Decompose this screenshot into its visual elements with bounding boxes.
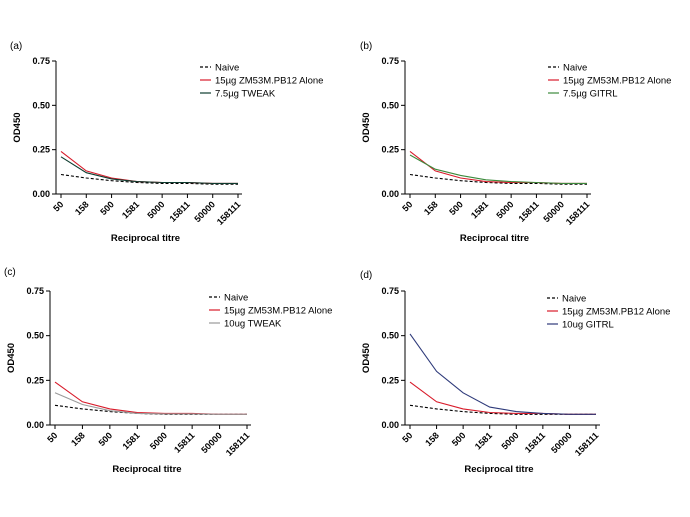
x-tick-label: 158 (73, 199, 91, 217)
x-tick-label: 50000 (549, 430, 574, 455)
x-tick-label: 15811 (167, 199, 191, 223)
panel-label: (d) (360, 270, 372, 281)
x-tick-label: 50000 (541, 199, 566, 224)
legend-label: Naive (215, 63, 239, 74)
x-tick-label: 50000 (192, 199, 217, 224)
x-tick-label: 500 (98, 199, 116, 217)
x-tick-label: 5000 (494, 199, 515, 220)
legend-label: 7.5µg TWEAK (215, 89, 276, 100)
y-tick-label: 0.50 (32, 100, 50, 110)
x-tick-label: 158 (422, 199, 440, 217)
x-tick-label: 15811 (516, 199, 540, 223)
x-tick-label: 158 (423, 430, 441, 448)
y-tick-label: 0.75 (381, 286, 399, 296)
y-axis-title: OD450 (12, 112, 23, 142)
x-tick-label: 5000 (145, 199, 166, 220)
x-tick-label: 1581 (120, 430, 141, 451)
x-tick-label: 1581 (473, 430, 494, 451)
x-tick-label: 50 (400, 430, 414, 444)
y-tick-label: 0.00 (381, 420, 399, 430)
x-tick-label: 500 (447, 199, 465, 217)
x-tick-label: 158111 (215, 199, 243, 227)
x-tick-label: 500 (97, 430, 115, 448)
series-line-0 (60, 173, 238, 185)
y-tick-label: 0.75 (26, 286, 44, 296)
y-tick-label: 0.50 (26, 331, 44, 341)
x-tick-label: 50 (400, 199, 414, 213)
x-tick-label: 500 (450, 430, 468, 448)
y-tick-label: 0.00 (381, 189, 399, 199)
y-tick-label: 0.50 (381, 100, 399, 110)
x-tick-label: 50 (45, 430, 59, 444)
y-tick-label: 0.25 (381, 145, 399, 155)
series-line-2 (409, 154, 587, 184)
series-line-2 (409, 333, 596, 415)
y-axis-title: OD450 (361, 343, 372, 373)
legend-label: 15µg ZM53M.PB12 Alone (563, 76, 671, 87)
panel-label: (b) (360, 41, 372, 52)
y-tick-label: 0.25 (32, 145, 50, 155)
legend-label: Naive (224, 293, 248, 304)
y-axis-title: OD450 (6, 343, 17, 373)
legend-label: 10ug GITRL (562, 320, 614, 331)
y-axis-title: OD450 (361, 112, 372, 142)
x-tick-label: 50000 (199, 430, 224, 455)
series-line-2 (60, 156, 238, 184)
x-tick-label: 158111 (564, 199, 592, 227)
y-tick-label: 0.00 (32, 189, 50, 199)
panel-label: (c) (4, 267, 16, 278)
series-line-2 (54, 392, 247, 415)
x-tick-label: 15811 (172, 430, 196, 454)
legend-label: 15µg ZM53M.PB12 Alone (562, 307, 670, 318)
x-tick-label: 158111 (224, 430, 252, 458)
x-tick-label: 1581 (120, 199, 141, 220)
x-tick-label: 5000 (499, 430, 520, 451)
x-tick-label: 158111 (573, 430, 601, 458)
x-tick-label: 158 (69, 430, 87, 448)
x-axis-title: Reciprocal titre (464, 464, 533, 475)
series-line-0 (409, 173, 587, 185)
y-tick-label: 0.25 (26, 375, 44, 385)
legend-label: 15µg ZM53M.PB12 Alone (224, 306, 332, 317)
y-tick-label: 0.00 (26, 420, 44, 430)
y-tick-label: 0.75 (381, 56, 399, 66)
panel-label: (a) (10, 41, 22, 52)
x-axis-title: Reciprocal titre (460, 233, 529, 244)
legend-label: 10ug TWEAK (224, 319, 282, 330)
x-tick-label: 1581 (469, 199, 490, 220)
series-line-1 (54, 381, 247, 415)
legend-label: 15µg ZM53M.PB12 Alone (215, 76, 323, 87)
legend-label: Naive (562, 294, 586, 305)
x-tick-label: 50 (51, 199, 65, 213)
x-axis-title: Reciprocal titre (111, 233, 180, 244)
y-tick-label: 0.75 (32, 56, 50, 66)
y-tick-label: 0.50 (381, 331, 399, 341)
legend-label: 7.5µg GITRL (563, 89, 618, 100)
legend-label: Naive (563, 63, 587, 74)
y-tick-label: 0.25 (381, 375, 399, 385)
x-axis-title: Reciprocal titre (112, 464, 181, 475)
x-tick-label: 5000 (148, 430, 169, 451)
x-tick-label: 15811 (523, 430, 547, 454)
